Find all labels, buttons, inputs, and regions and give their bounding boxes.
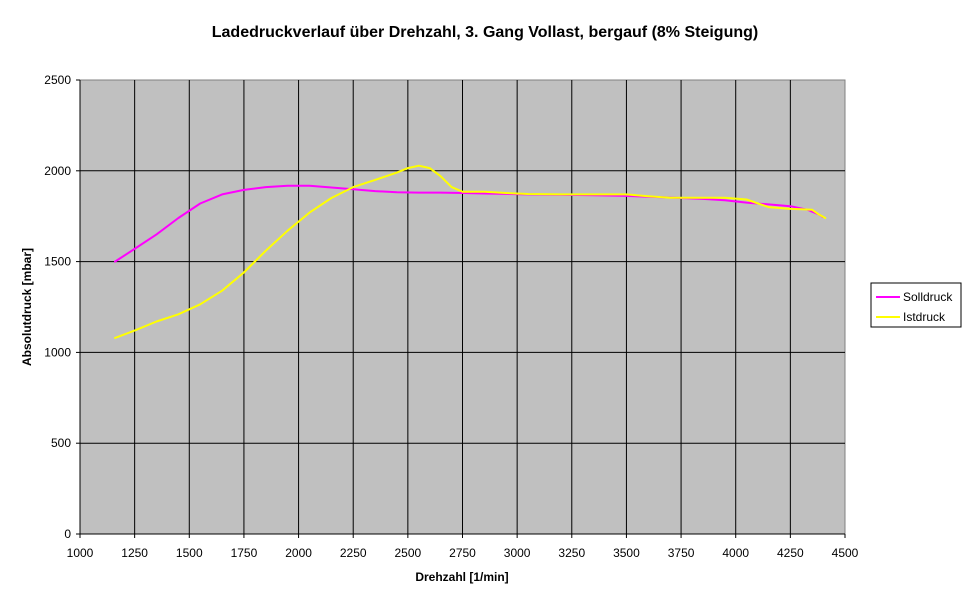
legend: Solldruck Istdruck [870, 282, 962, 328]
x-tick-label: 2250 [340, 546, 367, 560]
x-tick-label: 4500 [832, 546, 859, 560]
legend-label-istdruck: Istdruck [903, 310, 946, 324]
x-tick-label: 3000 [504, 546, 531, 560]
x-tick-label: 2000 [285, 546, 312, 560]
x-tick-label: 2750 [449, 546, 476, 560]
x-tick-label: 4250 [777, 546, 804, 560]
x-axis-title: Drehzahl [1/min] [415, 570, 508, 584]
series-group [114, 164, 827, 339]
y-tick-label: 2500 [44, 73, 71, 87]
x-tick-label: 3500 [613, 546, 640, 560]
legend-box [870, 282, 962, 328]
y-tick-label: 2000 [44, 164, 71, 178]
chart-title: Ladedruckverlauf über Drehzahl, 3. Gang … [212, 24, 758, 41]
legend-label-solldruck: Solldruck [903, 290, 953, 304]
y-tick-label: 0 [64, 527, 71, 541]
y-tick-label: 1500 [44, 255, 71, 269]
x-tick-label: 1250 [121, 546, 148, 560]
x-tick-label: 1750 [231, 546, 258, 560]
x-tick-label: 3750 [668, 546, 695, 560]
y-axis: 0 500 1000 1500 2000 2500 [44, 73, 80, 541]
series-line-istdruck [114, 164, 827, 339]
series-line-solldruck [114, 184, 825, 263]
x-tick-label: 4000 [722, 546, 749, 560]
x-tick-label: 3250 [558, 546, 585, 560]
y-tick-label: 1000 [44, 345, 71, 359]
y-axis-title: Absolutdruck [mbar] [20, 248, 34, 366]
x-tick-label: 1500 [176, 546, 203, 560]
x-tick-label: 1000 [67, 546, 94, 560]
x-axis: 1000 1250 1500 1750 2000 2250 2500 2750 3000 3250… [67, 534, 859, 560]
y-tick-label: 500 [51, 436, 71, 450]
x-tick-label: 2500 [395, 546, 422, 560]
